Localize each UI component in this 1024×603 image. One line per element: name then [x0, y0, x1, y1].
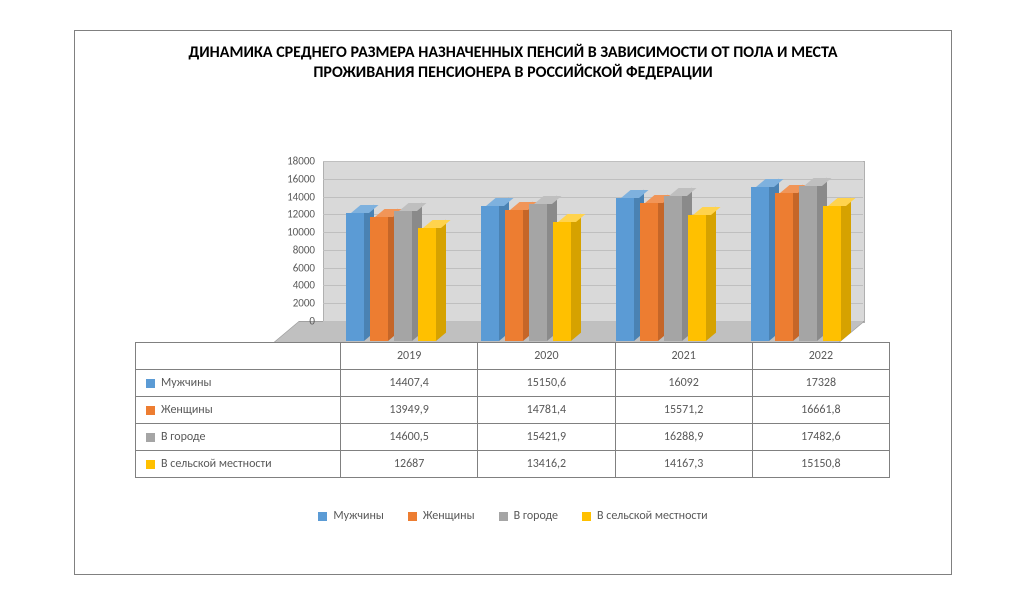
table-row: Мужчины 14407,415150,61609217328	[136, 370, 890, 397]
table-cell: 14781,4	[478, 397, 615, 424]
legend-marker-icon	[499, 512, 508, 521]
series-label-text: Женщины	[161, 403, 213, 417]
bar	[346, 213, 364, 341]
plot-area: 0200040006000800010000120001400016000180…	[323, 161, 863, 341]
y-tick-label: 10000	[265, 226, 315, 239]
bar	[688, 215, 706, 341]
table-cell: 12687	[341, 451, 478, 478]
y-tick-label: 16000	[265, 172, 315, 185]
legend-marker-icon	[318, 512, 327, 521]
legend-item: В сельской местности	[582, 509, 708, 523]
table-row: В сельской местности 1268713416,214167,31…	[136, 451, 890, 478]
table-cell: 15421,9	[478, 424, 615, 451]
legend-label: В сельской местности	[597, 509, 708, 523]
chart-legend: Мужчины Женщины В городе В сельской местнос…	[75, 509, 951, 523]
bar	[823, 206, 841, 341]
series-label-text: В сельской местности	[161, 457, 272, 471]
legend-label: Мужчины	[333, 509, 383, 523]
bar	[418, 228, 436, 341]
y-tick-label: 12000	[265, 208, 315, 221]
series-label-cell: Мужчины	[136, 370, 341, 397]
data-table: 2019202020212022 Мужчины14407,415150,616…	[135, 342, 890, 478]
bar	[481, 206, 499, 341]
bar	[370, 217, 388, 341]
table-cell: 17482,6	[752, 424, 889, 451]
table-column-header: 2021	[615, 343, 752, 370]
bar	[640, 203, 658, 341]
chart-title: ДИНАМИКА СРЕДНЕГО РАЗМЕРА НАЗНАЧЕННЫХ ПЕ…	[75, 31, 951, 89]
chart-frame: ДИНАМИКА СРЕДНЕГО РАЗМЕРА НАЗНАЧЕННЫХ ПЕ…	[74, 30, 952, 575]
series-label-cell: В городе	[136, 424, 341, 451]
table-row: Женщины 13949,914781,415571,216661,8	[136, 397, 890, 424]
legend-item: В городе	[499, 509, 558, 523]
y-tick-label: 6000	[265, 261, 315, 274]
table-column-header: 2022	[752, 343, 889, 370]
y-tick-label: 18000	[265, 155, 315, 168]
table-cell: 13416,2	[478, 451, 615, 478]
bar	[529, 204, 547, 341]
bar	[664, 196, 682, 341]
series-marker-icon	[146, 460, 155, 469]
y-tick-label: 4000	[265, 279, 315, 292]
series-label-cell: В сельской местности	[136, 451, 341, 478]
table-corner-cell	[136, 343, 341, 370]
table-cell: 16661,8	[752, 397, 889, 424]
series-marker-icon	[146, 433, 155, 442]
table-cell: 13949,9	[341, 397, 478, 424]
legend-label: Женщины	[423, 509, 475, 523]
bar	[775, 193, 793, 341]
y-tick-label: 14000	[265, 190, 315, 203]
bar	[394, 211, 412, 341]
y-tick-label: 8000	[265, 243, 315, 256]
table-cell: 15150,6	[478, 370, 615, 397]
legend-marker-icon	[408, 512, 417, 521]
table-row: В городе 14600,515421,916288,917482,6	[136, 424, 890, 451]
legend-marker-icon	[582, 512, 591, 521]
table-cell: 16092	[615, 370, 752, 397]
series-marker-icon	[146, 406, 155, 415]
table-cell: 14407,4	[341, 370, 478, 397]
series-marker-icon	[146, 379, 155, 388]
table-column-header: 2019	[341, 343, 478, 370]
series-label-cell: Женщины	[136, 397, 341, 424]
table-cell: 15571,2	[615, 397, 752, 424]
bar	[553, 222, 571, 341]
bar	[616, 198, 634, 341]
table-column-header: 2020	[478, 343, 615, 370]
legend-item: Мужчины	[318, 509, 383, 523]
table-cell: 15150,8	[752, 451, 889, 478]
table-cell: 16288,9	[615, 424, 752, 451]
series-label-text: В городе	[161, 430, 205, 444]
legend-item: Женщины	[408, 509, 475, 523]
table-cell: 17328	[752, 370, 889, 397]
table-cell: 14167,3	[615, 451, 752, 478]
series-label-text: Мужчины	[161, 376, 211, 390]
bar	[799, 186, 817, 341]
y-tick-label: 2000	[265, 297, 315, 310]
bar	[751, 187, 769, 341]
bar	[505, 210, 523, 341]
y-tick-label: 0	[265, 315, 315, 328]
gridline	[323, 161, 863, 162]
table-cell: 14600,5	[341, 424, 478, 451]
legend-label: В городе	[514, 509, 558, 523]
